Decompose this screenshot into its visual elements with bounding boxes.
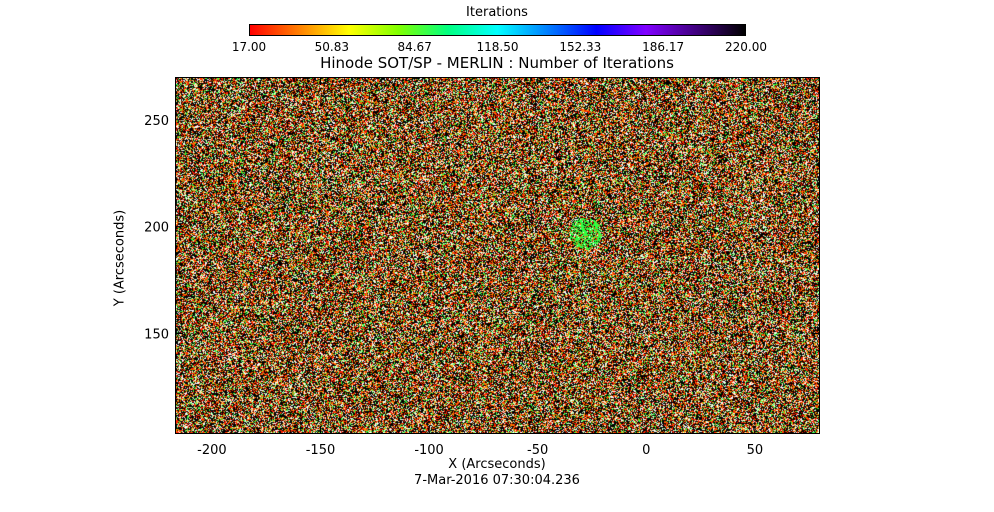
colorbar-tick-label: 186.17 (642, 40, 685, 54)
heatmap-image (176, 78, 819, 433)
x-tick-label: -100 (414, 443, 444, 458)
colorbar-tick-label: 118.50 (476, 40, 519, 54)
y-tick-label: 200 (144, 221, 169, 236)
y-tick-label: 250 (144, 114, 169, 129)
colorbar-title: Iterations (466, 5, 528, 20)
footer-timestamp: 7-Mar-2016 07:30:04.236 (414, 473, 580, 488)
y-tick-label: 150 (144, 328, 169, 343)
colorbar (249, 24, 746, 36)
plot-area (175, 77, 820, 434)
colorbar-tick-label: 220.00 (725, 40, 767, 54)
colorbar-tick-label: 50.83 (314, 40, 350, 54)
chart-title: Hinode SOT/SP - MERLIN : Number of Itera… (320, 54, 674, 72)
y-axis-label: Y (Arcseconds) (112, 209, 128, 307)
colorbar-tick-label: 17.00 (231, 40, 267, 54)
colorbar-tick-label: 152.33 (559, 40, 602, 54)
x-tick-label: -50 (527, 443, 548, 458)
x-tick-label: 50 (747, 443, 764, 458)
colorbar-tick-label: 84.67 (397, 40, 432, 54)
x-tick-label: 0 (642, 443, 650, 458)
x-axis-label: X (Arcseconds) (448, 457, 546, 472)
x-tick-label: -200 (197, 443, 227, 458)
x-tick-label: -150 (306, 443, 336, 458)
